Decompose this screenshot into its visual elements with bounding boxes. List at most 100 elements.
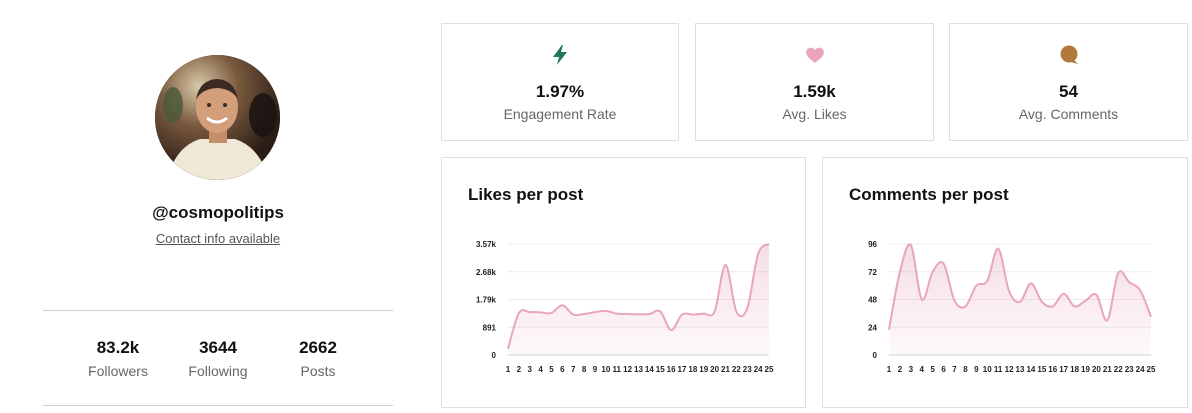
x-tick-label: 17 xyxy=(1059,365,1068,374)
x-tick-label: 19 xyxy=(1081,365,1090,374)
data-point[interactable] xyxy=(527,309,533,315)
metric-label: Avg. Likes xyxy=(782,106,847,122)
x-tick-label: 13 xyxy=(1016,365,1025,374)
profile-panel: @cosmopolitips Contact info available 83… xyxy=(0,0,436,413)
data-point[interactable] xyxy=(1104,317,1110,323)
data-point[interactable] xyxy=(679,312,685,318)
x-tick-label: 5 xyxy=(930,365,935,374)
stat-label: Following xyxy=(188,363,248,379)
avatar[interactable] xyxy=(155,55,280,180)
data-point[interactable] xyxy=(941,261,947,267)
data-point[interactable] xyxy=(886,327,892,333)
y-tick-label: 96 xyxy=(868,240,877,249)
data-point[interactable] xyxy=(603,308,609,314)
comments-chart-card: Comments per post 0 24 48 72 96 1 2 3 4 5 6 7 8 9 10 11… xyxy=(822,157,1188,408)
y-tick-label: 891 xyxy=(483,323,497,332)
x-tick-label: 7 xyxy=(571,365,576,374)
data-point[interactable] xyxy=(538,309,544,315)
series-area xyxy=(889,244,1151,355)
data-point[interactable] xyxy=(919,297,925,303)
x-tick-label: 9 xyxy=(593,365,598,374)
x-tick-label: 7 xyxy=(952,365,957,374)
data-point[interactable] xyxy=(549,310,555,316)
x-tick-label: 6 xyxy=(560,365,565,374)
data-point[interactable] xyxy=(1083,298,1089,304)
data-point[interactable] xyxy=(712,308,718,314)
x-tick-label: 17 xyxy=(678,365,687,374)
x-tick-label: 14 xyxy=(1026,365,1035,374)
stat-posts: 2662 Posts xyxy=(268,338,368,379)
data-point[interactable] xyxy=(701,311,707,317)
stat-label: Followers xyxy=(88,363,148,379)
data-point[interactable] xyxy=(897,269,903,275)
data-point[interactable] xyxy=(690,312,696,318)
data-point[interactable] xyxy=(1072,303,1078,309)
data-point[interactable] xyxy=(973,283,979,289)
data-point[interactable] xyxy=(908,242,914,248)
engagement-rate-card: 1.97% Engagement Rate xyxy=(441,23,679,141)
data-point[interactable] xyxy=(516,310,522,316)
x-tick-label: 12 xyxy=(623,365,632,374)
x-tick-label: 22 xyxy=(732,365,741,374)
data-point[interactable] xyxy=(570,312,576,318)
metric-value: 1.59k xyxy=(793,82,836,101)
y-tick-label: 0 xyxy=(492,351,497,360)
y-tick-label: 72 xyxy=(868,268,877,277)
x-tick-label: 15 xyxy=(1037,365,1046,374)
data-point[interactable] xyxy=(657,308,663,314)
data-point[interactable] xyxy=(1017,299,1023,305)
data-point[interactable] xyxy=(505,346,511,352)
lightning-icon xyxy=(442,44,678,66)
x-tick-label: 2 xyxy=(898,365,903,374)
data-point[interactable] xyxy=(952,298,958,304)
data-point[interactable] xyxy=(1126,279,1132,285)
data-point[interactable] xyxy=(1115,270,1121,276)
data-point[interactable] xyxy=(984,278,990,284)
data-point[interactable] xyxy=(1061,291,1067,297)
data-point[interactable] xyxy=(614,311,620,317)
x-tick-label: 18 xyxy=(688,365,697,374)
data-point[interactable] xyxy=(733,308,739,314)
data-point[interactable] xyxy=(636,311,642,317)
data-point[interactable] xyxy=(1137,287,1143,293)
x-tick-label: 10 xyxy=(601,365,610,374)
data-point[interactable] xyxy=(766,241,772,247)
data-point[interactable] xyxy=(995,246,1001,252)
stat-value: 2662 xyxy=(299,338,337,357)
data-point[interactable] xyxy=(1148,314,1154,320)
x-tick-label: 24 xyxy=(754,365,763,374)
x-tick-label: 23 xyxy=(1125,365,1134,374)
series-line xyxy=(507,243,770,350)
x-tick-label: 2 xyxy=(517,365,522,374)
data-point[interactable] xyxy=(962,303,968,309)
contact-info-link[interactable]: Contact info available xyxy=(155,231,281,246)
x-tick-label: 1 xyxy=(887,365,892,374)
data-point[interactable] xyxy=(755,251,761,257)
data-point[interactable] xyxy=(1039,299,1045,305)
metric-label: Engagement Rate xyxy=(503,106,617,122)
data-point[interactable] xyxy=(1006,288,1012,294)
data-point[interactable] xyxy=(1093,292,1099,298)
stat-value: 3644 xyxy=(199,338,237,357)
x-tick-label: 1 xyxy=(506,365,511,374)
data-point[interactable] xyxy=(930,269,936,275)
data-point[interactable] xyxy=(1050,303,1056,309)
data-point[interactable] xyxy=(592,309,598,315)
x-tick-label: 23 xyxy=(743,365,752,374)
x-tick-label: 21 xyxy=(721,365,730,374)
data-point[interactable] xyxy=(559,302,565,308)
data-point[interactable] xyxy=(625,311,631,317)
data-point[interactable] xyxy=(1028,280,1034,286)
x-tick-label: 8 xyxy=(963,365,968,374)
series-line xyxy=(888,243,1152,330)
stat-label: Posts xyxy=(300,363,336,379)
x-tick-label: 3 xyxy=(528,365,533,374)
x-tick-label: 22 xyxy=(1114,365,1123,374)
data-point[interactable] xyxy=(646,311,652,317)
data-point[interactable] xyxy=(668,327,674,333)
data-point[interactable] xyxy=(581,311,587,317)
x-tick-label: 20 xyxy=(710,365,719,374)
data-point[interactable] xyxy=(744,305,750,311)
data-point[interactable] xyxy=(723,262,729,268)
y-tick-label: 1.79k xyxy=(476,296,497,305)
